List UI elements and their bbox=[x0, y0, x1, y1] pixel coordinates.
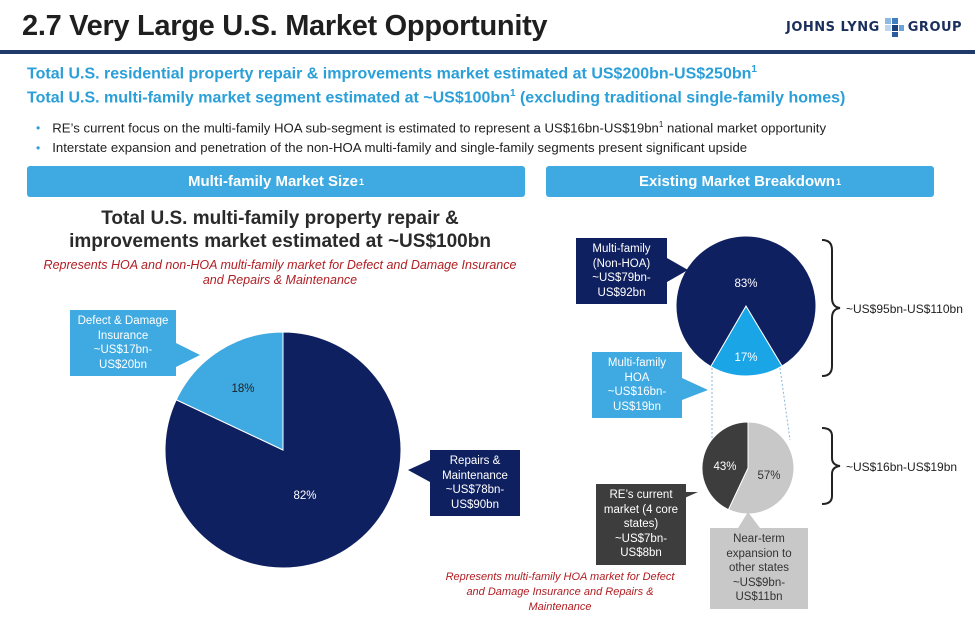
callout-repairs-maintenance: Repairs & Maintenance ~US$78bn- US$90bn bbox=[430, 450, 520, 516]
left-chart-subtitle: Represents HOA and non-HOA multi-family … bbox=[43, 258, 517, 287]
headline-2: Total U.S. multi-family market segment e… bbox=[27, 88, 845, 107]
pie-data-label: 82% bbox=[293, 490, 316, 502]
logo-text: JOHNS LYNG bbox=[786, 19, 880, 35]
callout-near-term-expansion: Near-term expansion to other states ~US$… bbox=[710, 528, 808, 609]
pie-chart-market-breakdown: 83% 17% bbox=[675, 235, 817, 377]
pie-chart-hoa-breakdown: 43% 57% bbox=[701, 421, 795, 515]
pie-data-label: 18% bbox=[231, 383, 254, 395]
bottom-note: Represents multi-family HOA market for D… bbox=[445, 571, 675, 613]
pie-slice-repairs bbox=[164, 331, 402, 569]
callout-re-current-market: RE’s current market (4 core states) ~US$… bbox=[596, 484, 686, 565]
callout-multifamily-nonhoa: Multi-family (Non-HOA) ~US$79bn- US$92bn bbox=[576, 238, 667, 304]
callout-pointer-defect bbox=[176, 343, 200, 367]
bracket-label-top: ~US$95bn-US$110bn bbox=[846, 302, 963, 316]
logo-cube-icon bbox=[884, 18, 904, 37]
bracket-top bbox=[821, 239, 841, 377]
banner-breakdown-label: Existing Market Breakdown bbox=[639, 173, 835, 190]
headline-1-text: Total U.S. residential property repair &… bbox=[27, 65, 752, 83]
pie-slice-re-current bbox=[701, 421, 749, 511]
banner-breakdown-footnote: 1 bbox=[835, 176, 841, 187]
headline-2-footnote: 1 bbox=[509, 88, 516, 99]
pie-data-label: 43% bbox=[713, 461, 736, 473]
callout-pointer-near-term bbox=[738, 512, 760, 528]
callout-defect-damage: Defect & Damage Insurance ~US$17bn- US$2… bbox=[70, 310, 176, 376]
banner-market-breakdown: Existing Market Breakdown 1 bbox=[546, 166, 934, 197]
banner-market-size-footnote: 1 bbox=[359, 176, 365, 187]
company-logo: JOHNS LYNG GROUP bbox=[786, 14, 962, 40]
headline-1-footnote: 1 bbox=[751, 64, 757, 75]
pie-slice-hoa bbox=[710, 305, 783, 377]
callout-multifamily-hoa: Multi-family HOA ~US$16bn- US$19bn bbox=[592, 352, 682, 418]
banner-market-size-label: Multi-family Market Size bbox=[187, 173, 359, 190]
page-title: 2.7 Very Large U.S. Market Opportunity bbox=[22, 10, 548, 42]
pie-slice-defect bbox=[175, 331, 284, 451]
bracket-label-bottom: ~US$16bn-US$19bn bbox=[846, 460, 958, 474]
bullet-footnote: 1 bbox=[658, 120, 664, 129]
callout-pointer-hoa bbox=[682, 378, 708, 400]
bracket-bottom bbox=[821, 427, 841, 505]
bullet-item: • RE’s current focus on the multi-family … bbox=[36, 120, 826, 135]
callout-pointer-repairs bbox=[408, 460, 430, 482]
pie-data-label: 57% bbox=[757, 470, 780, 482]
callout-pointer-nonhoa bbox=[667, 258, 688, 282]
bullet-dot-icon: • bbox=[36, 141, 41, 155]
headline-2-text: Total U.S. multi-family market segment e… bbox=[27, 89, 510, 107]
pie-slice-nonhoa bbox=[675, 235, 817, 368]
logo-text-group: GROUP bbox=[907, 19, 963, 35]
headline-1: Total U.S. residential property repair &… bbox=[27, 64, 757, 83]
title-divider bbox=[0, 50, 975, 54]
bullet-tail: national market opportunity bbox=[663, 120, 827, 136]
bullet-item: • Interstate expansion and penetration of… bbox=[36, 140, 747, 155]
pie-data-label: 17% bbox=[734, 352, 757, 364]
banner-market-size: Multi-family Market Size 1 bbox=[27, 166, 525, 197]
bullet-dot-icon: • bbox=[36, 121, 41, 136]
pie-data-label: 83% bbox=[734, 278, 757, 290]
bullet-text: RE’s current focus on the multi-family H… bbox=[52, 120, 659, 136]
bullet-text: Interstate expansion and penetration of … bbox=[52, 140, 748, 155]
connector-line-right bbox=[779, 367, 791, 441]
pie-chart-market-size: 18% 82% bbox=[164, 331, 402, 569]
headline-2-tail: (excluding traditional single-family hom… bbox=[515, 89, 846, 107]
left-chart-title: Total U.S. multi-family property repair … bbox=[69, 208, 491, 252]
